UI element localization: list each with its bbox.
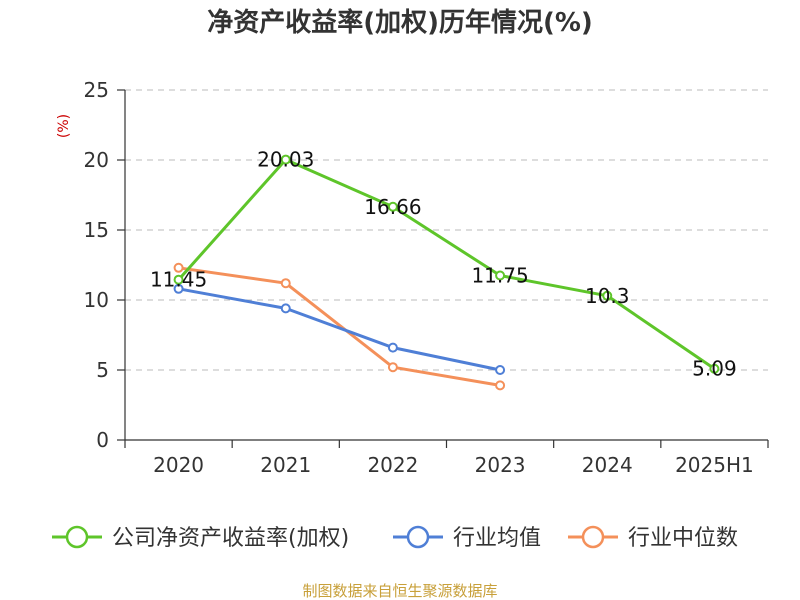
series-3-point-2023 — [495, 380, 506, 391]
x-tick-label-2025H1: 2025H1 — [675, 453, 754, 477]
y-tick-label-20: 20 — [84, 148, 109, 172]
x-tick-label-2023: 2023 — [475, 453, 526, 477]
series-1-point-2022 — [387, 201, 398, 212]
series-line-2 — [178, 287, 501, 372]
series-3-point-2022 — [387, 362, 398, 373]
data-label-2022: 16.66 — [364, 195, 421, 219]
legend-marker-2 — [406, 525, 430, 549]
y-axis-unit-label: (%) — [56, 114, 72, 138]
x-tick-label-2021: 2021 — [260, 453, 311, 477]
data-label-2025H1: 5.09 — [692, 357, 737, 381]
series-1-point-2024 — [602, 290, 613, 301]
series-1 — [173, 154, 720, 374]
legend-marker-3 — [581, 525, 605, 549]
data-label-2020: 11.45 — [150, 268, 207, 292]
chart-title: 净资产收益率(加权)历年情况(%) — [207, 7, 593, 38]
legend-label-2: 行业均值 — [453, 526, 541, 551]
series-1-point-2023 — [495, 270, 506, 281]
grid-lines — [125, 89, 768, 371]
legend-item-2: 行业均值 — [393, 525, 541, 551]
series-lines — [173, 154, 720, 391]
y-tick-label-25: 25 — [84, 78, 109, 102]
source-note: 制图数据来自恒生聚源数据库 — [302, 582, 497, 600]
y-tick-label-0: 0 — [96, 428, 109, 452]
legend-label-1: 公司净资产收益率(加权) — [112, 526, 349, 551]
series-2-point-2023 — [495, 365, 506, 375]
data-label-2023: 11.75 — [471, 264, 528, 288]
legend-label-3: 行业中位数 — [628, 526, 738, 551]
legend: 公司净资产收益率(加权) 行业均值 行业中位数 — [52, 525, 738, 551]
y-tick-label-10: 10 — [84, 288, 109, 312]
y-tick-label-5: 5 — [96, 358, 109, 382]
legend-item-1: 公司净资产收益率(加权) — [52, 525, 349, 551]
series-3-point-2020 — [173, 262, 184, 273]
series-1-point-2021 — [280, 154, 291, 165]
y-tick-label-15: 15 — [84, 218, 109, 242]
x-tick-label-2024: 2024 — [582, 453, 633, 477]
axes: 0 5 10 15 20 25 2020 2021 2022 2023 2024 2025H1 — [84, 78, 769, 477]
series-2-point-2021 — [280, 303, 291, 314]
series-3 — [173, 262, 506, 391]
data-label-2024: 10.3 — [585, 284, 630, 308]
series-line-3 — [178, 266, 501, 387]
legend-marker-1 — [65, 525, 89, 549]
legend-item-3: 行业中位数 — [568, 525, 738, 551]
data-label-2021: 20.03 — [257, 148, 314, 172]
series-1-point-2020 — [173, 274, 184, 285]
x-tick-label-2022: 2022 — [367, 453, 418, 477]
x-tick-label-2020: 2020 — [153, 453, 204, 477]
series-2-point-2022 — [387, 342, 398, 353]
series-line-1 — [177, 158, 716, 370]
series-2-point-2020 — [173, 283, 184, 294]
series-1-point-2025H1 — [709, 363, 720, 374]
series-2 — [173, 283, 506, 375]
series-3-point-2021 — [280, 278, 291, 289]
data-labels: 11.45 20.03 16.66 11.75 10.3 5.09 — [150, 148, 737, 381]
